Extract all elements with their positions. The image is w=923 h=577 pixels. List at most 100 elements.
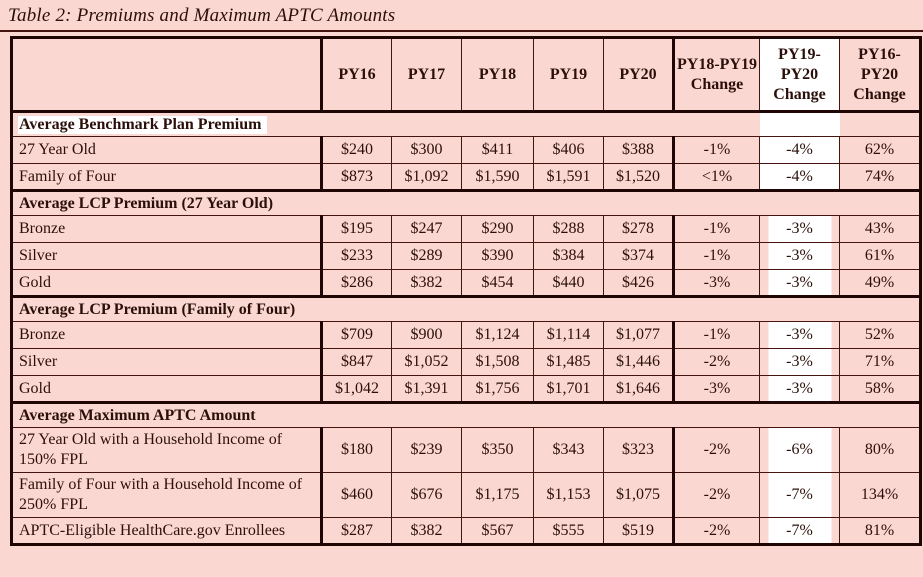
section-filler-cell (759, 401, 840, 428)
row-label: Silver (11, 348, 323, 376)
cell-py19_py20_change: -4% (759, 163, 840, 191)
row-label: 27 Year Old (11, 136, 323, 164)
cell-py18: $390 (461, 242, 534, 270)
section-header-label: Average Maximum APTC Amount (11, 401, 760, 428)
cell-py19: $384 (533, 242, 604, 270)
cell-py17: $676 (391, 472, 462, 518)
cell-py19: $1,114 (533, 321, 604, 349)
cell-py20: $1,520 (603, 163, 675, 191)
cell-py18_py19_change: <1% (673, 163, 760, 191)
cell-py16_py20_change: 61% (839, 242, 921, 270)
section-filler-cell (759, 110, 840, 137)
section-header-label: Average LCP Premium (Family of Four) (11, 295, 760, 322)
cell-py16_py20_change: 80% (839, 427, 921, 473)
cell-py19: $406 (533, 136, 604, 164)
row-label: Bronze (11, 321, 323, 349)
cell-py17: $1,052 (391, 348, 462, 376)
section-filler-cell (839, 189, 921, 216)
cell-py20: $1,646 (603, 375, 675, 403)
cell-py18: $411 (461, 136, 534, 164)
cell-py16_py20_change: 134% (839, 472, 921, 518)
cell-py18: $567 (461, 517, 534, 545)
section-filler-cell (839, 295, 921, 322)
premiums-aptc-table: PY16 PY17 PY18 PY19 PY20 PY18-PY19 Chang… (10, 36, 922, 546)
cell-py16_py20_change: 49% (839, 269, 921, 297)
section-header-text: Average LCP Premium (27 Year Old) (19, 194, 274, 212)
cell-py19_py20_change: -7% (759, 517, 840, 545)
cell-py16_py20_change: 58% (839, 375, 921, 403)
table-row: Family of Four with a Household Income o… (11, 472, 921, 518)
cell-py18_py19_change: -3% (673, 269, 760, 297)
cell-py17: $247 (391, 215, 462, 243)
cell-py20: $1,077 (603, 321, 675, 349)
section-filler-cell (839, 401, 921, 428)
cell-py19_py20_change: -3% (759, 321, 840, 349)
table-row: Family of Four $873 $1,092 $1,590 $1,591 $1,5… (11, 163, 921, 191)
cell-py16_py20_change: 74% (839, 163, 921, 191)
cell-py19_py20_change: -3% (759, 269, 840, 297)
header-py16-py20-change: PY16-PY20 Change (839, 37, 921, 113)
header-py20: PY20 (603, 37, 675, 113)
section-header-text: Average LCP Premium (Family of Four) (19, 300, 296, 318)
table-row: 27 Year Old $240 $300 $411 $406 $388 -1% -4% 62% (11, 136, 921, 164)
cell-py16: $286 (321, 269, 392, 297)
cell-py16: $873 (321, 163, 392, 191)
section-header-text: Average Maximum APTC Amount (19, 406, 256, 424)
cell-py19_py20_change: -4% (759, 136, 840, 164)
cell-py19_py20_change: -7% (759, 472, 840, 518)
cell-py17: $239 (391, 427, 462, 473)
cell-py19_py20_change: -3% (759, 215, 840, 243)
section-filler-cell (839, 110, 921, 137)
cell-py19: $343 (533, 427, 604, 473)
cell-py18_py19_change: -1% (673, 136, 760, 164)
cell-py18: $1,590 (461, 163, 534, 191)
cell-py19: $1,591 (533, 163, 604, 191)
cell-py20: $426 (603, 269, 675, 297)
cell-py16: $1,042 (321, 375, 392, 403)
cell-py20: $323 (603, 427, 675, 473)
row-label: Gold (11, 269, 323, 297)
cell-py20: $278 (603, 215, 675, 243)
cell-py18: $454 (461, 269, 534, 297)
cell-py16_py20_change: 62% (839, 136, 921, 164)
section-header-row: Average Benchmark Plan Premium (11, 110, 921, 137)
header-empty (11, 37, 323, 113)
section-header-row: Average LCP Premium (Family of Four) (11, 295, 921, 322)
cell-py19: $288 (533, 215, 604, 243)
cell-py19: $555 (533, 517, 604, 545)
cell-py19: $1,485 (533, 348, 604, 376)
table-body: Average Benchmark Plan Premium 27 Year Ol… (11, 110, 921, 545)
row-label: Gold (11, 375, 323, 403)
cell-py19: $1,153 (533, 472, 604, 518)
cell-py17: $1,391 (391, 375, 462, 403)
cell-py17: $900 (391, 321, 462, 349)
cell-py16_py20_change: 81% (839, 517, 921, 545)
cell-py20: $374 (603, 242, 675, 270)
section-header-label: Average LCP Premium (27 Year Old) (11, 189, 760, 216)
cell-py20: $1,075 (603, 472, 675, 518)
cell-py18: $1,508 (461, 348, 534, 376)
cell-py19_py20_change: -6% (759, 427, 840, 473)
cell-py16: $233 (321, 242, 392, 270)
table-row: 27 Year Old with a Household Income of 1… (11, 427, 921, 473)
cell-py17: $1,092 (391, 163, 462, 191)
table-row: Bronze $709 $900 $1,124 $1,114 $1,077 -1% -3% 52… (11, 321, 921, 349)
cell-py19_py20_change: -3% (759, 242, 840, 270)
row-label: Bronze (11, 215, 323, 243)
row-label: Family of Four with a Household Income o… (11, 472, 323, 518)
cell-py18_py19_change: -2% (673, 348, 760, 376)
table-row: APTC-Eligible HealthCare.gov Enrollees $2… (11, 517, 921, 545)
header-py19: PY19 (533, 37, 604, 113)
cell-py17: $289 (391, 242, 462, 270)
section-header-row: Average Maximum APTC Amount (11, 401, 921, 428)
cell-py17: $382 (391, 269, 462, 297)
header-py16: PY16 (321, 37, 392, 113)
cell-py18: $350 (461, 427, 534, 473)
cell-py18: $1,124 (461, 321, 534, 349)
section-header-text: Average Benchmark Plan Premium (18, 115, 268, 134)
cell-py18: $1,175 (461, 472, 534, 518)
cell-py19_py20_change: -3% (759, 375, 840, 403)
row-label: Silver (11, 242, 323, 270)
cell-py18_py19_change: -2% (673, 517, 760, 545)
header-py19-py20-change: PY19-PY20 Change (759, 37, 840, 113)
